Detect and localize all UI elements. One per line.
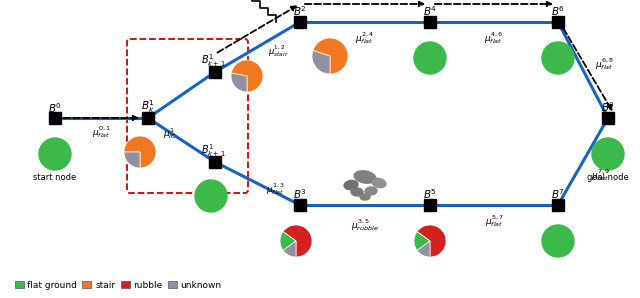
Ellipse shape: [365, 187, 377, 195]
Text: $B^3$: $B^3$: [293, 187, 307, 201]
Ellipse shape: [354, 171, 376, 183]
Bar: [294, 16, 306, 28]
Bar: [602, 112, 614, 124]
Bar: [424, 16, 436, 28]
Wedge shape: [313, 38, 348, 74]
Text: $\mu^{1,3}_{flat}$: $\mu^{1,3}_{flat}$: [266, 182, 285, 197]
Text: $B^1_{k+1}$: $B^1_{k+1}$: [201, 53, 225, 69]
Bar: [49, 112, 61, 124]
Circle shape: [592, 138, 624, 170]
Ellipse shape: [344, 180, 358, 190]
Legend: flat ground, stair, rubble, unknown: flat ground, stair, rubble, unknown: [11, 277, 225, 294]
Bar: [552, 199, 564, 211]
Text: $B^2$: $B^2$: [293, 4, 307, 18]
Text: $\mu^{2,4}_{flat}$: $\mu^{2,4}_{flat}$: [355, 30, 374, 46]
Text: $B^1_{k+1}$: $B^1_{k+1}$: [201, 143, 225, 159]
Bar: [294, 199, 306, 211]
Text: $B^6$: $B^6$: [551, 4, 565, 18]
Wedge shape: [124, 136, 156, 168]
Text: $\mu^{6,8}_{flat}$: $\mu^{6,8}_{flat}$: [595, 56, 614, 72]
Wedge shape: [414, 232, 430, 250]
Circle shape: [542, 225, 574, 257]
Circle shape: [39, 138, 71, 170]
Wedge shape: [417, 241, 430, 257]
Text: $B^0$: $B^0$: [48, 101, 62, 115]
Circle shape: [542, 42, 574, 74]
Wedge shape: [124, 152, 140, 168]
Text: $B^4$: $B^4$: [423, 4, 437, 18]
Text: $B^1_k$: $B^1_k$: [141, 99, 155, 115]
Bar: [209, 66, 221, 78]
Text: $B^7$: $B^7$: [551, 187, 565, 201]
Ellipse shape: [372, 179, 386, 188]
Text: $\mu^{4,6}_{flat}$: $\mu^{4,6}_{flat}$: [484, 30, 504, 46]
Text: goal node: goal node: [587, 173, 629, 182]
Bar: [424, 199, 436, 211]
Bar: [552, 16, 564, 28]
Text: $B^5$: $B^5$: [423, 187, 437, 201]
Wedge shape: [231, 73, 247, 92]
Wedge shape: [283, 241, 296, 257]
Text: $\mu^{5,7}_{flat}$: $\mu^{5,7}_{flat}$: [484, 213, 504, 229]
Text: $\mu^{3,5}_{rubble}$: $\mu^{3,5}_{rubble}$: [351, 217, 379, 233]
Circle shape: [414, 42, 446, 74]
Wedge shape: [280, 232, 296, 250]
Text: $\mu^{7,9}_{flat}$: $\mu^{7,9}_{flat}$: [591, 168, 610, 183]
Ellipse shape: [351, 188, 363, 196]
Wedge shape: [283, 225, 312, 257]
Text: $\mu^{0,1}_{flat}$: $\mu^{0,1}_{flat}$: [92, 124, 111, 140]
Text: $\mu^{1,2}_{stair}$: $\mu^{1,2}_{stair}$: [268, 43, 288, 59]
Wedge shape: [312, 50, 330, 74]
Text: $B^0$: $B^0$: [601, 100, 615, 114]
Bar: [209, 156, 221, 168]
Wedge shape: [417, 225, 446, 257]
Ellipse shape: [360, 194, 370, 200]
Text: start node: start node: [33, 173, 77, 182]
Bar: [142, 112, 154, 124]
Circle shape: [195, 180, 227, 212]
Wedge shape: [231, 60, 263, 92]
Text: $\mu^1_{IC}$: $\mu^1_{IC}$: [163, 127, 177, 142]
